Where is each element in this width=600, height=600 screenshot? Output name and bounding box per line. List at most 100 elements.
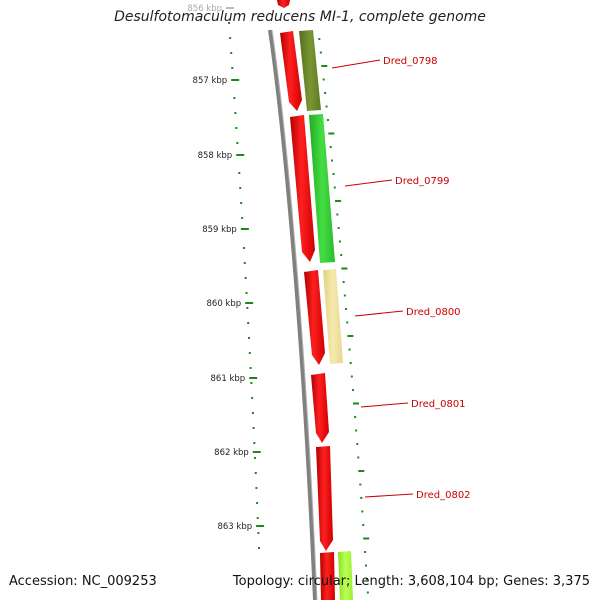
ruler-minor-tick <box>242 247 245 249</box>
gene-dred-0800[interactable] <box>323 269 343 364</box>
outer-ruler-tick <box>346 321 349 324</box>
ruler-tick-label: 856 kbp <box>187 4 222 14</box>
ruler-minor-tick <box>233 97 236 99</box>
ruler-minor-tick <box>247 322 250 324</box>
outer-ruler-tick <box>360 497 363 499</box>
ruler-minor-tick <box>246 307 249 309</box>
ruler-minor-tick <box>249 367 252 369</box>
outer-ruler-tick <box>338 240 341 243</box>
feature-red-3 <box>304 270 325 365</box>
ruler-major-tick <box>226 7 235 9</box>
outer-ruler-tick <box>321 65 328 67</box>
outer-ruler-tick <box>318 38 321 40</box>
ruler-minor-tick <box>240 202 243 204</box>
backbone-curve <box>268 29 317 600</box>
ruler-major-tick <box>231 79 240 81</box>
ruler-major-tick <box>240 228 249 230</box>
outer-ruler-tick <box>343 294 346 297</box>
ruler-minor-tick <box>235 127 238 129</box>
ruler-ticks <box>226 7 265 549</box>
ruler-major-tick <box>249 377 258 379</box>
ruler-minor-tick <box>228 22 231 24</box>
ruler-minor-tick <box>250 382 253 384</box>
outer-ruler-tick <box>336 213 339 216</box>
outer-ruler-tick <box>353 402 360 405</box>
ruler-major-tick <box>252 451 261 453</box>
ruler-minor-tick <box>256 502 259 504</box>
ruler-minor-tick <box>254 472 257 474</box>
gene-label-leader <box>331 59 381 69</box>
outer-ruler-tick <box>332 173 335 175</box>
ruler-minor-tick <box>257 532 260 534</box>
outer-ruler-tick <box>349 362 352 364</box>
ruler-minor-tick <box>251 412 254 414</box>
gene-dred-0798[interactable] <box>299 30 321 111</box>
ruler-minor-tick <box>234 112 237 114</box>
outer-ruler-tick <box>365 564 368 567</box>
gene-label[interactable]: Dred_0799 <box>395 176 450 187</box>
outer-ruler-tick <box>348 348 351 351</box>
outer-ruler-tick <box>355 429 358 432</box>
ruler-minor-tick <box>248 337 251 339</box>
gene-partial-bottom[interactable] <box>338 551 353 600</box>
ruler-labels: 856 kbp 857 kbp 858 kbp 859 kbp 860 kbp 861 k… <box>187 4 252 532</box>
ruler-tick-label: 860 kbp <box>207 299 242 309</box>
outer-ruler-tick <box>365 578 368 580</box>
outer-ruler-tick <box>326 119 329 121</box>
ruler-minor-tick <box>236 142 239 144</box>
gene-label[interactable]: Dred_0798 <box>383 56 438 67</box>
gene-label[interactable]: Dred_0800 <box>406 307 461 318</box>
ruler-minor-tick <box>229 37 232 39</box>
ruler-major-tick <box>236 154 245 156</box>
gene-label[interactable]: Dred_0801 <box>411 399 466 410</box>
ruler-minor-tick <box>231 67 234 69</box>
gene-label-leader <box>354 310 404 317</box>
outer-ruler-tick <box>358 470 365 472</box>
outer-ruler-tick <box>356 443 359 445</box>
outer-ruler-tick <box>333 186 336 189</box>
ruler-minor-tick <box>257 547 260 549</box>
outer-ruler-tick <box>324 92 327 94</box>
outer-ruler-tick <box>363 537 370 540</box>
ruler-minor-tick <box>243 262 246 264</box>
gene-labels: Dred_0798 Dred_0799 Dred_0800 Dred_0801 Dred… <box>383 56 471 501</box>
accession-text: Accession: NC_009253 <box>9 574 157 589</box>
outer-ruler-tick <box>331 159 334 162</box>
outer-ruler-tick <box>345 308 348 310</box>
outer-ruler-tick <box>328 132 335 135</box>
outer-ruler-tick <box>347 335 354 337</box>
feature-red-5 <box>316 446 333 551</box>
ruler-minor-tick <box>252 427 255 429</box>
feature-red-2 <box>290 115 315 262</box>
ruler-tick-label: 858 kbp <box>198 151 233 161</box>
ruler-tick-label: 857 kbp <box>193 76 228 86</box>
outer-ruler-tick <box>351 389 354 391</box>
gene-label[interactable]: Dred_0802 <box>416 490 471 501</box>
ruler-minor-tick <box>239 187 242 189</box>
outer-ruler-tick <box>337 227 340 229</box>
ruler-major-tick <box>245 302 254 304</box>
gene-label-leader <box>364 493 414 498</box>
gene-label-leader <box>344 179 393 187</box>
backbone-curve-highlight <box>271 29 318 600</box>
ruler-minor-tick <box>245 292 248 294</box>
outer-ruler-tick <box>335 200 342 202</box>
gene-label-leader <box>360 402 409 408</box>
outer-ruler-tick <box>340 254 343 256</box>
outer-ruler-tick <box>341 267 348 270</box>
ruler-minor-tick <box>256 517 259 519</box>
ruler-minor-tick <box>230 52 233 54</box>
outer-ruler-tick <box>354 416 357 418</box>
gene-dred-0799[interactable] <box>309 114 335 263</box>
outer-ruler-tick <box>325 105 328 108</box>
ruler-minor-tick <box>251 397 254 399</box>
outer-ruler-dots <box>318 38 370 594</box>
ruler-minor-tick <box>244 277 247 279</box>
outer-ruler-tick <box>322 78 325 81</box>
outer-ruler-tick <box>366 591 369 594</box>
genome-summary-text: Topology: circular; Length: 3,608,104 bp… <box>232 574 590 589</box>
outer-ruler-tick <box>359 483 362 486</box>
ruler-tick-label: 861 kbp <box>211 374 246 384</box>
